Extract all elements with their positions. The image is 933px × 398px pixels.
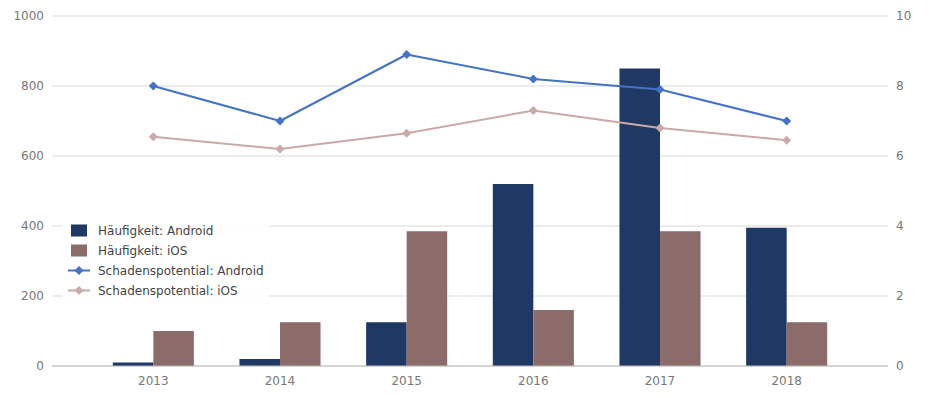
grid-line bbox=[52, 16, 888, 17]
point bbox=[149, 82, 158, 91]
legend: Häufigkeit: Android Häufigkeit: iOS Schade… bbox=[62, 215, 270, 307]
point bbox=[656, 124, 665, 133]
bar bbox=[493, 184, 534, 366]
x-axis-line bbox=[52, 366, 888, 367]
y2-tick-label: 4 bbox=[896, 219, 904, 233]
legend-key bbox=[71, 245, 87, 257]
y2-tick-label: 0 bbox=[896, 359, 904, 373]
y-tick-label: 1000 bbox=[13, 9, 44, 23]
legend-key bbox=[75, 286, 84, 295]
line-series bbox=[149, 106, 791, 154]
point bbox=[782, 117, 791, 126]
y2-tick-label: 8 bbox=[896, 79, 904, 93]
bar bbox=[366, 322, 407, 366]
y-tick-label: 200 bbox=[21, 289, 44, 303]
x-tick-label: 2017 bbox=[645, 374, 676, 388]
bar bbox=[660, 231, 701, 366]
point bbox=[149, 132, 158, 141]
bar bbox=[280, 322, 321, 366]
bar bbox=[533, 310, 574, 366]
y-tick-label: 800 bbox=[21, 79, 44, 93]
point bbox=[402, 50, 411, 59]
x-tick-label: 2015 bbox=[391, 374, 422, 388]
bar bbox=[619, 69, 660, 367]
legend-label: Häufigkeit: iOS bbox=[98, 244, 187, 258]
axes: 0 200 400 600 800 1000 0 2 4 6 8 10 2013 2014 2015 2016… bbox=[13, 9, 911, 388]
y2-tick-label: 2 bbox=[896, 289, 904, 303]
bar bbox=[239, 359, 280, 366]
chart: 0 200 400 600 800 1000 0 2 4 6 8 10 2013 2014 2015 2016… bbox=[0, 0, 933, 398]
legend-key bbox=[75, 266, 84, 275]
x-tick-label: 2014 bbox=[265, 374, 296, 388]
bar bbox=[407, 231, 448, 366]
point bbox=[402, 129, 411, 138]
grid-line bbox=[52, 366, 888, 367]
bar bbox=[787, 322, 828, 366]
line bbox=[153, 111, 786, 150]
grid-line bbox=[52, 86, 888, 87]
x-tick-label: 2013 bbox=[138, 374, 169, 388]
y2-tick-label: 10 bbox=[896, 9, 911, 23]
point bbox=[656, 85, 665, 94]
grid bbox=[52, 16, 888, 366]
point bbox=[782, 136, 791, 145]
y-tick-label: 0 bbox=[36, 359, 44, 373]
bar bbox=[153, 331, 194, 366]
x-tick-label: 2018 bbox=[771, 374, 802, 388]
point bbox=[529, 75, 538, 84]
bar bbox=[746, 228, 787, 366]
legend-key bbox=[71, 225, 87, 237]
bar bbox=[113, 363, 154, 367]
y-tick-label: 400 bbox=[21, 219, 44, 233]
grid-line bbox=[52, 156, 888, 157]
y-tick-label: 600 bbox=[21, 149, 44, 163]
legend-background bbox=[62, 215, 270, 307]
point bbox=[276, 117, 285, 126]
legend-label: Schadenspotential: Android bbox=[98, 264, 264, 278]
x-tick-label: 2016 bbox=[518, 374, 549, 388]
legend-label: Häufigkeit: Android bbox=[98, 224, 213, 238]
point bbox=[276, 145, 285, 154]
line-series bbox=[149, 50, 791, 126]
plot-area bbox=[113, 50, 827, 366]
y2-tick-label: 6 bbox=[896, 149, 904, 163]
point bbox=[529, 106, 538, 115]
legend-label: Schadenspotential: iOS bbox=[98, 284, 238, 298]
line bbox=[153, 55, 786, 122]
